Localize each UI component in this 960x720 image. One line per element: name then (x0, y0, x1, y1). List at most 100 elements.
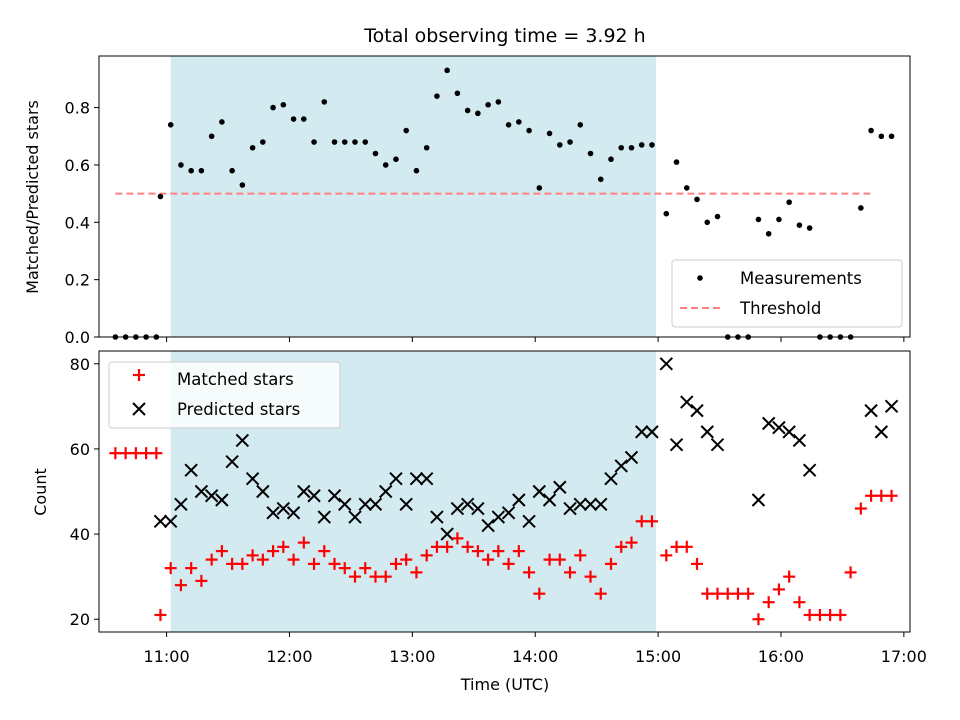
predicted-point (624, 450, 639, 465)
x-axis-label: Time (UTC) (460, 675, 549, 694)
measurement-point (505, 122, 512, 128)
matched-point (359, 562, 372, 575)
predicted-point (864, 403, 878, 418)
predicted-point (266, 506, 280, 520)
predicted-point (635, 425, 649, 439)
measurement-point (536, 185, 543, 191)
measurements-points (112, 67, 895, 340)
predicted-point (542, 493, 557, 507)
measurement-point (567, 139, 573, 145)
measurement-point (638, 142, 645, 148)
predicted-point (761, 416, 776, 431)
predicted-point (317, 510, 331, 524)
matched-point (512, 545, 525, 558)
y-tick-label: 0.2 (65, 271, 90, 290)
matched-point (348, 570, 361, 583)
measurement-point (260, 139, 266, 145)
predicted-point (358, 497, 372, 511)
predicted-point (460, 497, 475, 511)
predicted-point (194, 484, 209, 499)
x-tick-label: 15:00 (635, 647, 681, 666)
matched-point (256, 553, 269, 566)
measurement-point (704, 219, 711, 226)
matched-point (635, 515, 648, 528)
bottom-y-axis-label: Count (31, 468, 50, 516)
bottom-y-ticks: 20 40 60 80 (70, 355, 99, 629)
predicted-point (710, 437, 725, 452)
bottom-legend: Matched stars Predicted stars (108, 361, 341, 429)
measurement-point (827, 334, 833, 340)
measurement-point (868, 127, 874, 134)
matched-point (574, 549, 587, 562)
legend-matched-label: Matched stars (177, 370, 294, 389)
matched-point (752, 613, 765, 626)
matched-point (553, 553, 566, 566)
predicted-point (307, 489, 321, 503)
measurement-point (618, 144, 625, 151)
matched-point (164, 562, 177, 575)
y-tick-label: 0.0 (65, 328, 90, 347)
measurement-point (112, 334, 119, 340)
measurement-point (444, 67, 450, 74)
top-shaded-span (170, 56, 657, 337)
predicted-point (573, 497, 587, 511)
predicted-point (792, 433, 807, 448)
measurement-point (745, 334, 752, 340)
measurement-point (724, 334, 731, 340)
matched-point (129, 447, 142, 460)
measurement-point (290, 116, 297, 122)
matched-point (523, 566, 536, 579)
matched-point (533, 587, 546, 600)
measurement-point (153, 334, 160, 340)
x-tick-label: 16:00 (758, 647, 804, 666)
predicted-point (399, 497, 413, 511)
predicted-point (368, 497, 383, 511)
predicted-point (450, 501, 465, 516)
matched-point (875, 489, 888, 502)
predicted-point (782, 425, 796, 439)
matched-point (140, 447, 153, 460)
y-tick-label: 80 (70, 355, 90, 374)
matched-point (492, 545, 505, 558)
matched-point (502, 557, 515, 570)
matched-point (680, 540, 693, 553)
measurement-point (249, 144, 256, 151)
measurement-point (485, 101, 491, 108)
predicted-point (379, 484, 393, 499)
matched-point (615, 540, 628, 553)
bottom-plot-area (98, 350, 911, 633)
predicted-point (184, 463, 198, 477)
matched-point (185, 562, 198, 575)
predicted-point (659, 357, 673, 371)
y-tick-label: 20 (70, 610, 90, 629)
measurement-point (878, 133, 885, 140)
measurement-point (786, 199, 792, 206)
matched-point (338, 562, 351, 575)
matched-point (195, 574, 208, 587)
measurement-point (372, 150, 379, 157)
matched-point (297, 536, 310, 549)
predicted-point (297, 484, 311, 499)
y-tick-label: 60 (70, 440, 90, 459)
measurement-point (413, 167, 420, 174)
matched-point (154, 608, 167, 621)
predicted-point (286, 506, 301, 520)
legend-matched-marker (133, 369, 145, 381)
matched-point (543, 553, 556, 566)
predicted-point (215, 493, 229, 507)
matched-point (711, 587, 724, 600)
measurement-point (300, 116, 307, 122)
legend-threshold-label: Threshold (739, 299, 821, 318)
predicted-point (235, 433, 250, 448)
matched-point (109, 447, 122, 460)
top-legend: Measurements Threshold (671, 259, 903, 328)
legend-predicted-label: Predicted stars (177, 400, 300, 419)
measurement-point (434, 93, 440, 99)
matched-point (205, 553, 218, 566)
measurement-point (847, 334, 854, 340)
measurement-point (229, 167, 235, 174)
measurement-point (178, 162, 184, 168)
y-tick-label: 0.6 (65, 156, 90, 175)
